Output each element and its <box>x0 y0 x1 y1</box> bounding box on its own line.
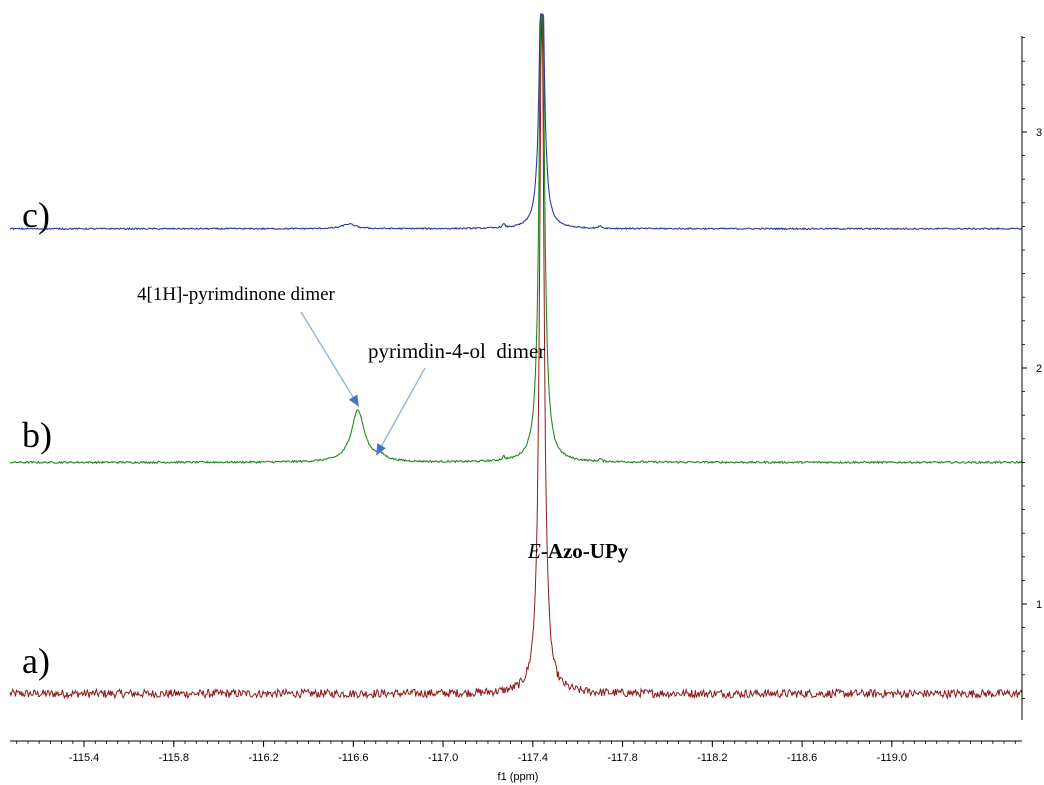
intensity-axis: 1 2 3 <box>1021 36 1042 720</box>
arrow-pyrimdinone-head <box>348 394 359 407</box>
annotation-e-azo-upy: E-Azo-UPy <box>527 539 629 563</box>
ppm-tick-label: -117.0 <box>428 752 458 764</box>
annotation-pyrimdinol-dimer: pyrimdin-4-ol dimer <box>368 339 545 363</box>
trace-c <box>9 13 1022 231</box>
ppm-tick-label: -117.8 <box>607 752 637 764</box>
ppm-tick-label: -116.6 <box>338 752 368 764</box>
ppm-tick-label: -118.2 <box>697 752 727 764</box>
intensity-tick-label: 2 <box>1036 363 1042 375</box>
ppm-tick-label: -119.0 <box>877 752 907 764</box>
arrow-pyrimdinol-shaft <box>375 367 426 456</box>
ppm-axis: -115.4 -115.8 -116.2 -116.6 -117.0 -117.4 -117… <box>10 740 1022 764</box>
ppm-tick-label: -115.4 <box>69 752 99 764</box>
trace-b <box>9 13 1023 465</box>
spectrum-traces <box>9 13 1023 700</box>
trace-label-a: a) <box>22 641 50 681</box>
annotation-e-azo-upy-bold: -Azo-UPy <box>541 539 629 563</box>
intensity-tick-label: 3 <box>1036 127 1042 139</box>
x-axis-title: f1 (ppm) <box>498 771 539 783</box>
arrow-pyrimdinone-shaft <box>300 311 360 407</box>
ppm-tick-label: -115.8 <box>159 752 189 764</box>
annotation-e-azo-upy-italic: E <box>527 539 541 563</box>
intensity-tick-label: 1 <box>1036 599 1042 611</box>
arrow-pyrimdinol-head <box>376 443 386 456</box>
trace-a <box>9 13 1023 700</box>
ppm-tick-label: -116.2 <box>248 752 278 764</box>
annotation-arrows <box>300 311 426 456</box>
annotation-pyrimdinone-dimer: 4[1H]-pyrimdinone dimer <box>137 284 336 305</box>
trace-label-b: b) <box>22 415 52 455</box>
trace-label-c: c) <box>22 195 50 235</box>
ppm-tick-label: -117.4 <box>518 752 548 764</box>
ppm-tick-label: -118.6 <box>787 752 817 764</box>
